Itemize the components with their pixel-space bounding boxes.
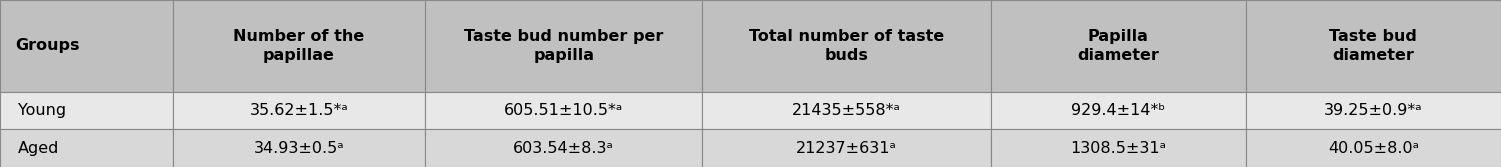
Text: 603.54±8.3ᵃ: 603.54±8.3ᵃ <box>513 141 614 156</box>
Text: Young: Young <box>18 103 66 118</box>
Text: Aged: Aged <box>18 141 60 156</box>
Text: 929.4±14*ᵇ: 929.4±14*ᵇ <box>1072 103 1165 118</box>
Bar <box>991 0 1246 92</box>
Text: 34.93±0.5ᵃ: 34.93±0.5ᵃ <box>254 141 344 156</box>
Bar <box>702 92 991 129</box>
Bar <box>1246 0 1501 92</box>
Bar <box>425 92 702 129</box>
Bar <box>173 129 425 167</box>
Bar <box>991 92 1246 129</box>
Text: Taste bud number per
papilla: Taste bud number per papilla <box>464 29 663 63</box>
Bar <box>173 92 425 129</box>
Bar <box>1246 129 1501 167</box>
Text: 40.05±8.0ᵃ: 40.05±8.0ᵃ <box>1328 141 1418 156</box>
Text: 605.51±10.5*ᵃ: 605.51±10.5*ᵃ <box>504 103 623 118</box>
Bar <box>425 129 702 167</box>
Bar <box>702 0 991 92</box>
Text: Groups: Groups <box>15 38 80 53</box>
Bar <box>991 129 1246 167</box>
Bar <box>0 129 173 167</box>
Text: Taste bud
diameter: Taste bud diameter <box>1330 29 1417 63</box>
Bar <box>0 92 173 129</box>
Text: 39.25±0.9*ᵃ: 39.25±0.9*ᵃ <box>1324 103 1423 118</box>
Text: 21237±631ᵃ: 21237±631ᵃ <box>796 141 898 156</box>
Text: 35.62±1.5*ᵃ: 35.62±1.5*ᵃ <box>249 103 348 118</box>
Bar <box>173 0 425 92</box>
Bar <box>1246 92 1501 129</box>
Text: Number of the
papillae: Number of the papillae <box>233 29 365 63</box>
Bar <box>425 0 702 92</box>
Text: 1308.5±31ᵃ: 1308.5±31ᵃ <box>1070 141 1166 156</box>
Text: 21435±558*ᵃ: 21435±558*ᵃ <box>793 103 901 118</box>
Text: Papilla
diameter: Papilla diameter <box>1078 29 1159 63</box>
Bar <box>702 129 991 167</box>
Bar <box>0 0 173 92</box>
Text: Total number of taste
buds: Total number of taste buds <box>749 29 944 63</box>
